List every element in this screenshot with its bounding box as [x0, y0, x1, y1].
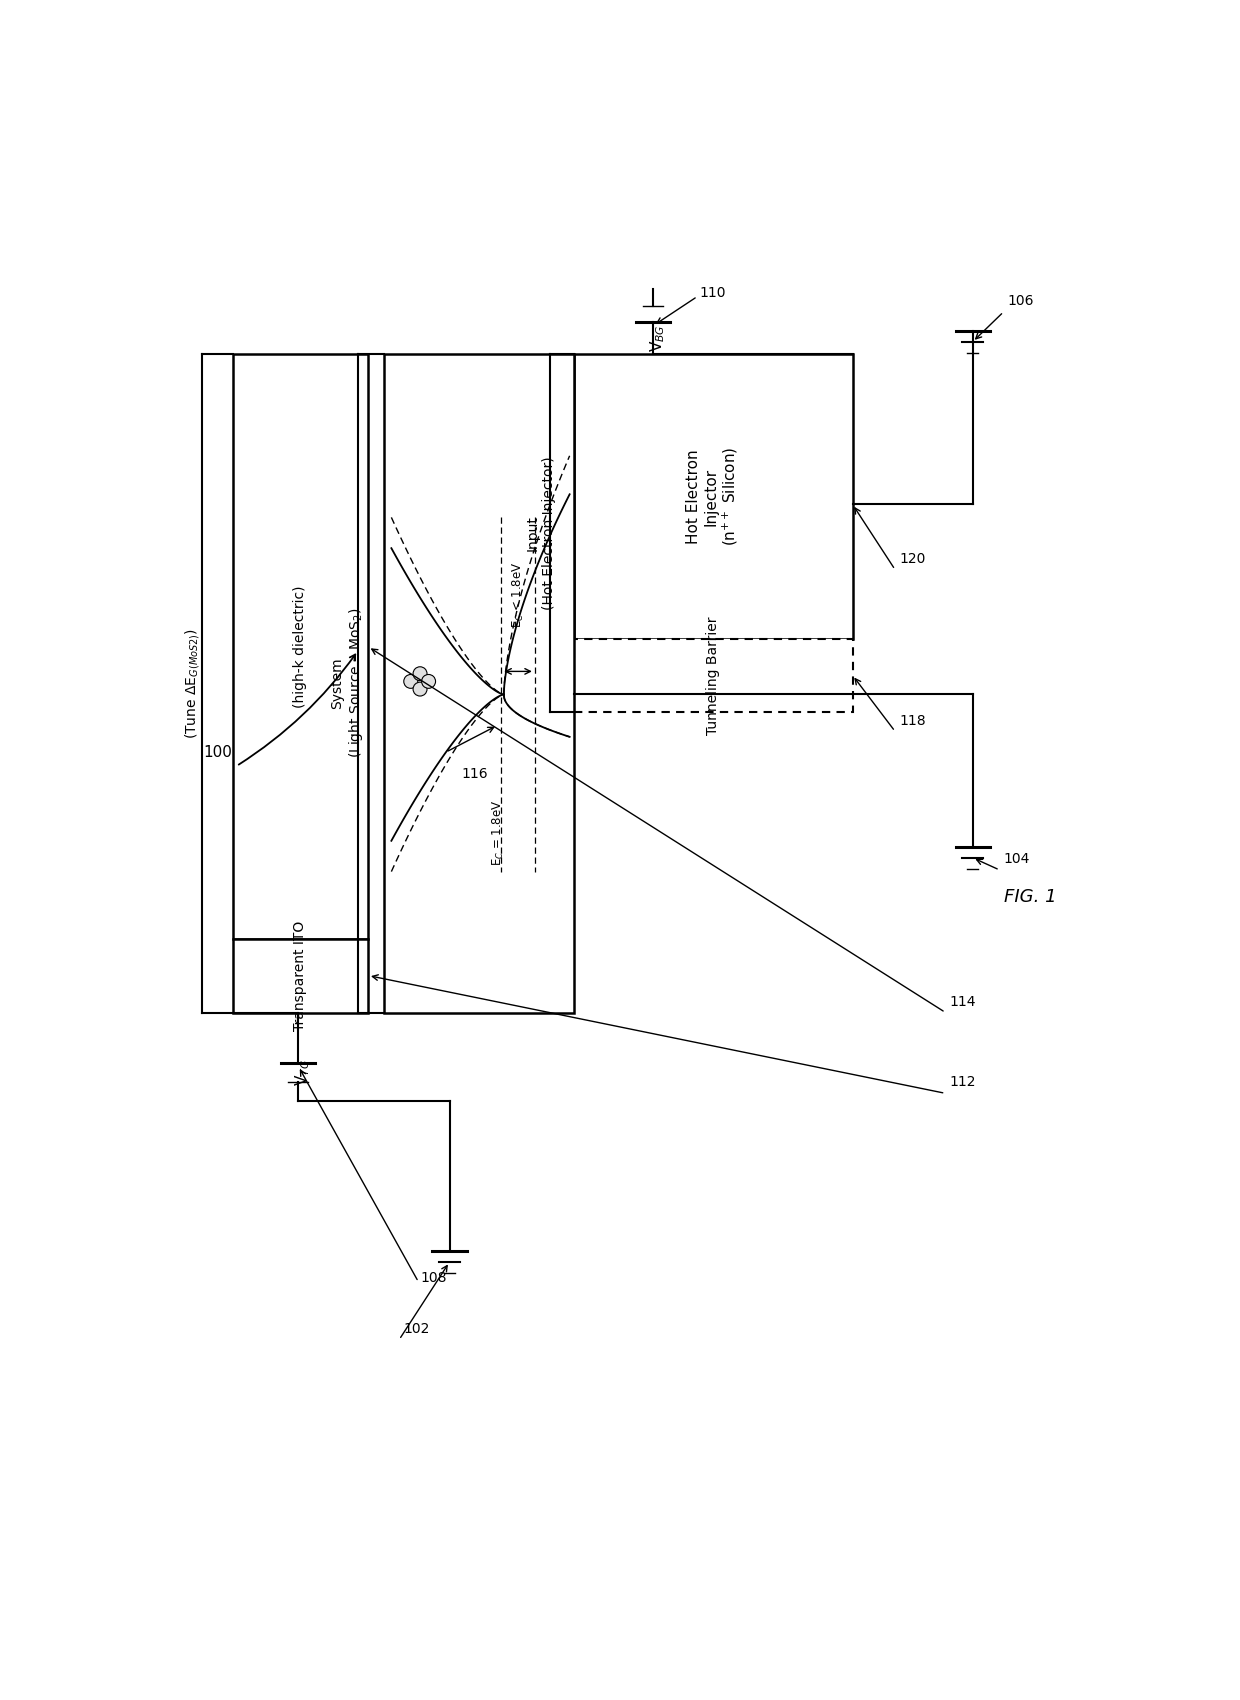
- Text: (Tune ΔE$_{G(MoS2)}$): (Tune ΔE$_{G(MoS2)}$): [182, 627, 202, 740]
- Text: 118: 118: [899, 714, 925, 728]
- Bar: [573, 639, 853, 712]
- Circle shape: [413, 666, 427, 680]
- Text: 102: 102: [403, 1323, 429, 1336]
- Bar: [233, 354, 368, 940]
- Text: 108: 108: [420, 1272, 446, 1285]
- Text: FIG. 1: FIG. 1: [1004, 887, 1056, 906]
- Text: V$_{TG}$: V$_{TG}$: [294, 1059, 312, 1086]
- Text: Tunneling Barrier: Tunneling Barrier: [706, 617, 720, 734]
- Text: V$_{BG}$: V$_{BG}$: [649, 325, 667, 352]
- Text: (high-k dielectric): (high-k dielectric): [294, 585, 308, 707]
- Text: System
(Light Source – MoS$_2$): System (Light Source – MoS$_2$): [330, 609, 365, 758]
- Text: 114: 114: [950, 994, 976, 1008]
- Text: 104: 104: [1003, 852, 1030, 867]
- Circle shape: [404, 675, 418, 688]
- Circle shape: [413, 682, 427, 695]
- Text: Hot Electron
Injector
(n$^{++}$ Silicon): Hot Electron Injector (n$^{++}$ Silicon): [686, 447, 740, 546]
- Text: 100: 100: [203, 745, 233, 760]
- Bar: [573, 354, 853, 639]
- Text: Transparent ITO: Transparent ITO: [294, 921, 308, 1030]
- Text: 116: 116: [461, 767, 487, 780]
- Bar: [233, 940, 368, 1013]
- Text: E$_C$ = 1.8eV: E$_C$ = 1.8eV: [491, 801, 506, 867]
- Text: 112: 112: [950, 1076, 976, 1090]
- Text: 120: 120: [899, 552, 925, 566]
- Text: E$_C$ < 1.8eV: E$_C$ < 1.8eV: [511, 561, 526, 627]
- Bar: [383, 354, 573, 1013]
- Text: Input
(Hot Electron Injector): Input (Hot Electron Injector): [526, 456, 556, 610]
- Circle shape: [422, 675, 435, 688]
- Text: 110: 110: [699, 286, 725, 299]
- Text: 106: 106: [1007, 294, 1034, 308]
